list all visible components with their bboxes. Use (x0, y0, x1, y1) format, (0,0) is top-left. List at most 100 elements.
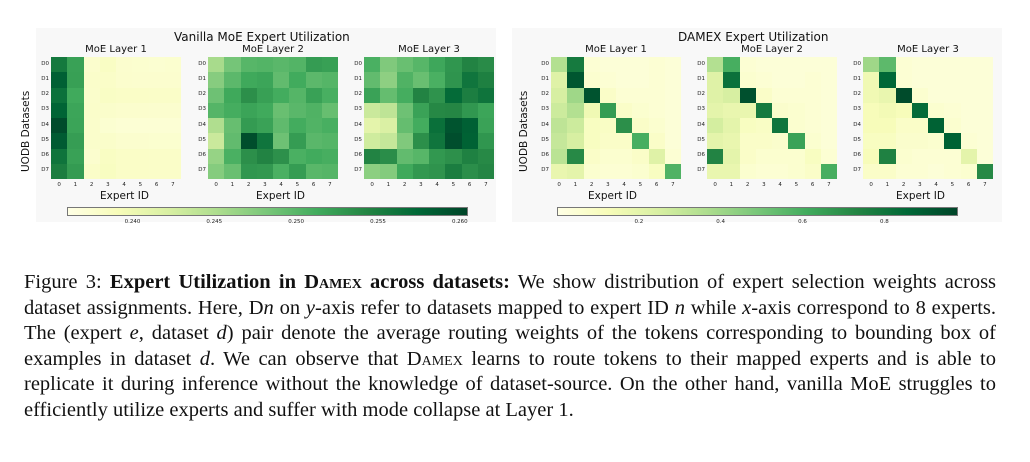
heatmap-cell (664, 57, 682, 73)
heatmap-cell (364, 72, 381, 88)
y-tick-label: D6 (198, 152, 206, 159)
heatmap-cell (132, 57, 149, 73)
heatmap-cell (648, 118, 666, 134)
heatmap-cell (928, 87, 945, 104)
heatmap-cell (879, 72, 896, 88)
heatmap-cell (164, 163, 182, 180)
heatmap-cell (396, 163, 414, 180)
heatmap-cell (772, 148, 789, 165)
heatmap-cell (132, 133, 149, 149)
heatmap-cell (911, 87, 929, 104)
heatmap-cell (944, 148, 961, 165)
heatmap-cell (739, 87, 757, 104)
heatmap-cell (148, 148, 166, 165)
heatmap-cell (804, 118, 822, 134)
heatmap-cell (632, 57, 649, 73)
heatmap-cell (788, 133, 805, 149)
heatmap-cell (208, 87, 225, 104)
heatmap-cell (707, 148, 724, 165)
heatmap-cell (445, 57, 462, 73)
heatmap-cell (772, 57, 789, 73)
heatmap-cell (99, 72, 117, 88)
y-tick-label: D3 (41, 106, 49, 113)
heatmap-cell (164, 133, 182, 149)
heatmap-cell (723, 148, 740, 165)
heatmap-cell (224, 102, 241, 119)
y-tick-label: D6 (697, 152, 705, 159)
heatmap-cell (772, 163, 789, 180)
heatmap-cell (928, 118, 945, 134)
heatmap-cell (132, 72, 149, 88)
x-tick-label: 7 (827, 182, 831, 188)
heatmap-cell (429, 118, 446, 134)
heatmap-cell (820, 87, 838, 104)
heatmap-cell (305, 163, 323, 180)
damex-colorbar (557, 207, 958, 216)
heatmap-cell (445, 118, 462, 134)
heatmap-cell (551, 72, 568, 88)
heatmap-cell (51, 87, 68, 104)
heatmap-cell (911, 72, 929, 88)
heatmap-cell (289, 118, 306, 134)
heatmap-cell (976, 102, 994, 119)
heatmap-cell (911, 102, 929, 119)
heatmap-cell (707, 118, 724, 134)
heatmap-cell (321, 163, 339, 180)
heatmap-cell (863, 163, 880, 180)
heatmap-cell (632, 102, 649, 119)
heatmap-cell (289, 87, 306, 104)
x-tick-label: 2 (745, 182, 750, 188)
y-tick-label: D4 (198, 121, 206, 128)
heatmap-cell (380, 133, 397, 149)
heatmap-cell (364, 163, 381, 180)
heatmap-cell (739, 57, 757, 73)
heatmap-cell (321, 72, 339, 88)
heatmap-cell (616, 72, 633, 88)
heatmap-cell (83, 57, 101, 73)
heatmap-cell (944, 102, 961, 119)
heatmap-cell (599, 118, 617, 134)
heatmap-cell (960, 118, 978, 134)
heatmap-cell (477, 87, 495, 104)
heatmap-cell (632, 118, 649, 134)
x-tick-label: 3 (263, 182, 267, 188)
heatmap-cell (648, 102, 666, 119)
x-tick-label: 7 (328, 182, 332, 188)
x-tick-label: 2 (402, 182, 407, 188)
heatmap-cell (739, 72, 757, 88)
x-tick-label: 3 (106, 182, 110, 188)
heatmap-cell (445, 148, 462, 165)
y-tick-label: D5 (541, 136, 549, 143)
heatmap-cell (739, 133, 757, 149)
heatmap-cell (944, 72, 961, 88)
heatmap-cell (396, 148, 414, 165)
heatmap-cell (364, 133, 381, 149)
heatmap-cell (664, 87, 682, 104)
heatmap-cell (551, 118, 568, 134)
heatmap-cell (567, 72, 584, 88)
heatmap-cell (208, 102, 225, 119)
x-tick-label: 3 (606, 182, 610, 188)
heatmap-grid (208, 57, 339, 180)
heatmap-cell (305, 118, 323, 134)
y-tick-label: D5 (354, 136, 362, 143)
heatmap-cell (583, 118, 601, 134)
heatmap-cell (148, 133, 166, 149)
heatmap-cell (599, 102, 617, 119)
heatmap-cell (567, 87, 584, 104)
heatmap-cell (551, 87, 568, 104)
heatmap-cell (928, 102, 945, 119)
y-tick-label: D6 (853, 152, 861, 159)
heatmap-cell (289, 72, 306, 88)
heatmap-cell (772, 87, 789, 104)
y-tick-label: D7 (853, 167, 861, 174)
heatmap-cell (116, 102, 133, 119)
heatmap-cell (461, 148, 479, 165)
heatmap-cell (879, 87, 896, 104)
y-tick-label: D0 (41, 60, 49, 67)
x-tick-label: 2 (589, 182, 594, 188)
heatmap-cell (616, 148, 633, 165)
y-tick-label: D0 (354, 60, 362, 67)
heatmap-cell (739, 118, 757, 134)
y-tick-label: D7 (354, 167, 362, 174)
